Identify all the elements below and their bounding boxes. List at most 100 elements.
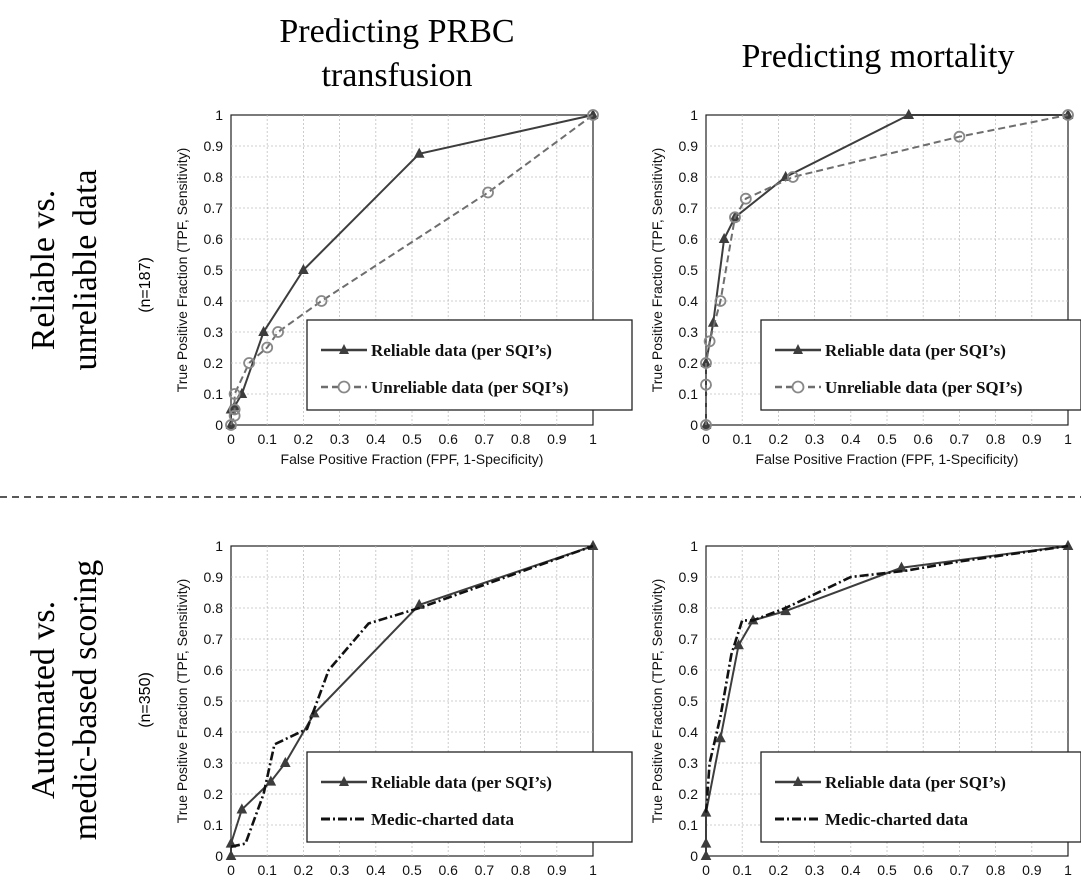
data-point-circle [228, 409, 241, 422]
data-point-circle [703, 335, 716, 348]
legend-label: Medic-charted data [825, 810, 969, 829]
x-tick-label: 0.9 [547, 862, 567, 878]
x-tick-label: 0.4 [366, 862, 386, 878]
x-tick-label: 0.8 [986, 431, 1006, 447]
data-point-circle [261, 341, 274, 354]
y-tick-label: 0.3 [204, 755, 224, 771]
x-tick-label: 0.6 [438, 862, 458, 878]
x-tick-label: 0.9 [547, 431, 567, 447]
y-tick-label: 0 [690, 848, 698, 864]
x-tick-label: 1 [1064, 862, 1072, 878]
row-title-bottom-line2: medic-based scoring [67, 560, 104, 840]
y-tick-label: 0.4 [204, 724, 224, 740]
y-tick-label: 1 [690, 107, 698, 123]
x-tick-label: 0.5 [402, 862, 422, 878]
y-tick-label: 0.8 [679, 600, 699, 616]
y-tick-label: 0 [215, 417, 223, 433]
data-point-circle [953, 130, 966, 143]
data-point-triangle [413, 147, 425, 158]
row-title-top-line2: unreliable data [67, 169, 104, 370]
y-tick-label: 0.8 [679, 169, 699, 185]
x-axis-label: False Positive Fraction (FPF, 1-Specific… [756, 451, 1019, 467]
roc-panel-3: 00 0.1 0.1 0.2 0.2 0.3 0.3 0.4 0.4 0.5 0.5 0.6 0.6 0.… [174, 538, 633, 878]
legend-label: Unreliable data (per SQI’s) [825, 378, 1023, 397]
data-point-circle [228, 403, 241, 416]
y-axis-label: True Positive Fraction (TPF, Sensitivity… [174, 148, 190, 393]
legend-box [760, 751, 1081, 843]
x-tick-label: 0.3 [330, 862, 350, 878]
y-tick-label: 0.1 [679, 386, 699, 402]
y-tick-label: 0.9 [204, 138, 224, 154]
data-point-circle [315, 295, 328, 307]
legend-box [306, 751, 633, 843]
y-axis-label: True Positive Fraction (TPF, Sensitivity… [174, 579, 190, 824]
roc-panel-1: 00 0.1 0.1 0.2 0.2 0.3 0.3 0.4 0.4 0.5 0.5 0.6 0.6 0.… [174, 107, 633, 467]
data-point-circle [482, 186, 494, 199]
y-tick-label: 1 [215, 107, 223, 123]
column-title-prbc-line1: Predicting PRBC [279, 13, 514, 50]
legend-label: Reliable data (per SQI’s) [825, 341, 1006, 360]
y-tick-label: 1 [690, 538, 698, 554]
data-point-triangle [700, 837, 712, 848]
x-tick-label: 0.8 [511, 862, 531, 878]
x-tick-label: 0.2 [294, 431, 314, 447]
y-tick-label: 0.4 [679, 724, 699, 740]
row-title-top-n: (n=187) [137, 257, 154, 313]
x-tick-label: 0 [702, 431, 710, 447]
data-point-circle [243, 357, 256, 369]
row-title-bottom-n: (n=350) [137, 672, 154, 728]
y-tick-label: 0.9 [204, 569, 224, 585]
legend-marker-triangle [793, 344, 803, 354]
y-axis-label: True Positive Fraction (TPF, Sensitivity… [649, 148, 665, 393]
row-title-bottom-line1: Automated vs. [25, 601, 62, 799]
y-tick-label: 0.3 [204, 324, 224, 340]
y-tick-label: 0 [690, 417, 698, 433]
x-tick-label: 0.1 [257, 431, 277, 447]
data-point-circle [729, 211, 741, 224]
x-tick-label: 0.1 [732, 862, 752, 878]
x-tick-label: 0.3 [805, 431, 825, 447]
y-tick-label: 0.2 [204, 355, 224, 371]
x-tick-label: 0.7 [950, 862, 970, 878]
x-tick-label: 0.3 [805, 862, 825, 878]
x-tick-label: 0.6 [438, 431, 458, 447]
y-tick-label: 0.6 [679, 231, 699, 247]
y-tick-label: 0.7 [679, 631, 699, 647]
column-title-prbc-line2: transfusion [321, 57, 472, 94]
data-point-circle [739, 192, 752, 205]
legend-label: Reliable data (per SQI’s) [825, 773, 1006, 792]
roc-panel-4: 00 0.1 0.1 0.2 0.2 0.3 0.3 0.4 0.4 0.5 0.5 0.6 0.6 0.… [649, 538, 1081, 878]
data-point-triangle [718, 232, 730, 243]
data-point-circle [587, 109, 599, 121]
x-tick-label: 0.2 [294, 862, 314, 878]
x-tick-label: 1 [589, 862, 597, 878]
data-point-circle [228, 388, 241, 400]
y-tick-label: 0.5 [204, 693, 224, 709]
series-line-2 [704, 544, 1069, 813]
legend-box [306, 319, 633, 411]
x-tick-label: 0.1 [732, 431, 752, 447]
data-point-triangle [780, 605, 791, 616]
row-title-top-line1: Reliable vs. [25, 190, 62, 351]
y-tick-label: 0.1 [204, 386, 224, 402]
data-point-circle [714, 295, 727, 307]
y-tick-label: 0.7 [204, 631, 224, 647]
data-point-circle [786, 171, 799, 183]
y-tick-label: 0.5 [679, 693, 699, 709]
x-tick-label: 0.4 [366, 431, 386, 447]
y-tick-label: 0.9 [679, 569, 699, 585]
x-tick-label: 0.7 [475, 431, 495, 447]
y-tick-label: 0.6 [204, 662, 224, 678]
y-tick-label: 0.4 [679, 293, 699, 309]
legend-label: Unreliable data (per SQI’s) [371, 378, 569, 397]
y-tick-label: 0 [215, 848, 223, 864]
data-point-triangle [225, 849, 237, 860]
legend-marker-triangle [339, 776, 349, 786]
x-tick-label: 0.9 [1022, 431, 1042, 447]
series-line-2 [705, 114, 1069, 425]
legend-marker-triangle [339, 344, 349, 354]
x-tick-label: 0.5 [877, 431, 897, 447]
data-point-triangle [265, 775, 277, 786]
y-tick-label: 0.5 [679, 262, 699, 278]
data-point-circle [700, 378, 712, 391]
